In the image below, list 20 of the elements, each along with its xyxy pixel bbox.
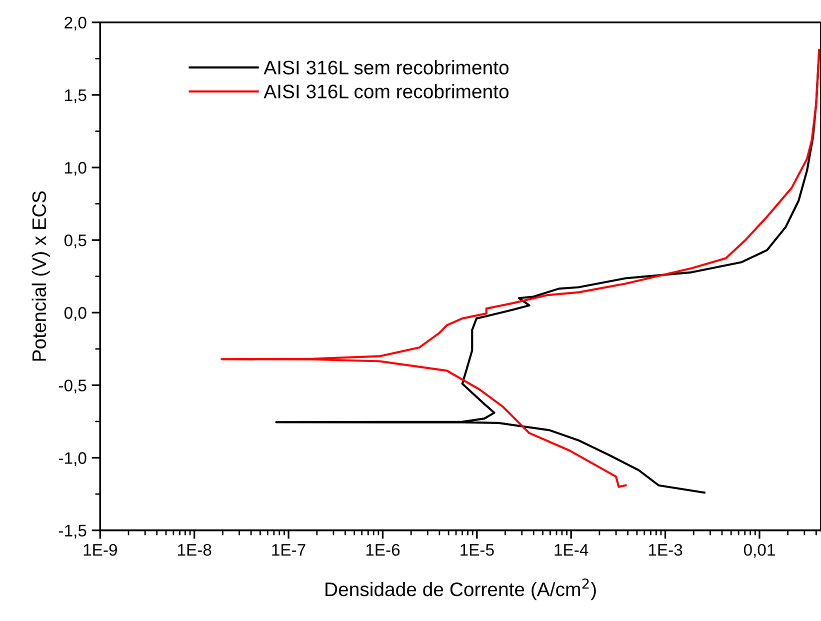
y-tick-label: -1,5 [58, 524, 86, 539]
x-tick-label: 1E-4 [554, 544, 588, 556]
x-tick-label: 1E-3 [648, 544, 682, 556]
x-tick-label: 0,01 [744, 544, 775, 558]
x-tick-label: 1E-9 [84, 544, 117, 556]
x-tick-label: 1E-5 [460, 544, 494, 556]
x-axis-title: Densidade de Corrente (A/cm$^{2}$) [326, 578, 596, 600]
y-tick-label: -1,0 [58, 452, 86, 466]
y-tick-label: 1,0 [65, 162, 86, 176]
y-tick-label: 2,0 [64, 16, 86, 31]
x-tick-label: 1E-7 [272, 544, 306, 556]
y-tick-label: -0,5 [58, 380, 86, 394]
legend-label: AISI 316L sem recobrimento [264, 60, 509, 74]
y-axis-title: Potencial (V) x ECS [32, 191, 50, 361]
y-tick-label: 1,5 [65, 89, 86, 104]
x-tick-label: 1E-6 [366, 544, 400, 556]
y-tick-label: 0,5 [64, 234, 86, 248]
legend-label: AISI 316L com recobrimento [264, 84, 509, 98]
x-tick-label: 1E-8 [178, 544, 212, 556]
y-tick-label: 0,0 [64, 307, 86, 321]
